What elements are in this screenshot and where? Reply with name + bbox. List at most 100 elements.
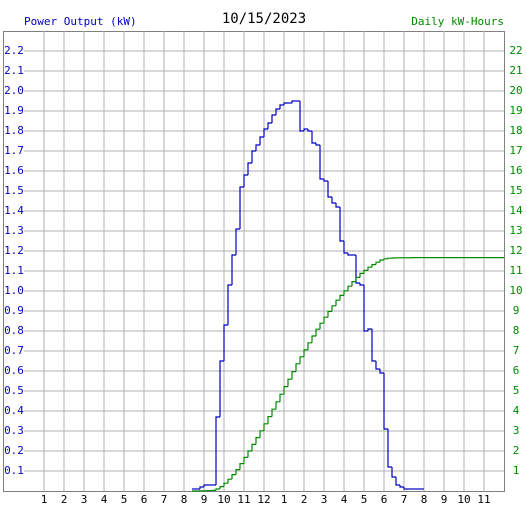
step-segment (315, 328, 320, 336)
y-tick-label: 0.8 (4, 324, 24, 337)
y2-tick-label: 21 (509, 64, 522, 77)
y-tick-label: 0.5 (4, 384, 24, 397)
step-segment (403, 487, 408, 490)
x-tick-label: 9 (201, 493, 208, 506)
y-tick-label: 0.2 (4, 444, 24, 457)
step-segment (251, 150, 256, 163)
y-tick-label: 2.1 (4, 64, 24, 77)
x-tick-label: 3 (81, 493, 88, 506)
step-segment (291, 100, 296, 103)
step-segment (223, 482, 228, 487)
step-segment (347, 253, 352, 256)
y-tick-label: 0.6 (4, 364, 24, 377)
y-tick-label: 0.3 (4, 424, 24, 437)
y-tick-label: 1.2 (4, 244, 24, 257)
x-tick-label: 9 (441, 493, 448, 506)
x-tick-label: 7 (401, 493, 408, 506)
x-tick-label: 6 (141, 493, 148, 506)
step-segment (267, 416, 272, 424)
x-tick-label: 8 (421, 493, 428, 506)
step-segment (319, 145, 324, 180)
x-tick-label: 1 (281, 493, 288, 506)
y-tick-label: 0.4 (4, 404, 24, 417)
plot-frame (3, 31, 505, 492)
y2-tick-label: 1 (513, 464, 520, 477)
x-tick-label: 10 (457, 493, 470, 506)
y2-tick-label: 22 (509, 44, 522, 57)
step-segment (363, 269, 368, 274)
y-tick-label: 1.8 (4, 124, 24, 137)
y-tick-label: 1.9 (4, 104, 24, 117)
x-tick-label: 1 (41, 493, 48, 506)
y-tick-label: 1.4 (4, 204, 24, 217)
y2-tick-label: 5 (513, 384, 520, 397)
step-segment (367, 328, 372, 331)
y-tick-label: 0.1 (4, 464, 24, 477)
y-axis-title: Power Output (kW) (24, 15, 137, 28)
y2-tick-label: 17 (509, 144, 522, 157)
step-segment (355, 276, 360, 282)
step-segment (271, 114, 276, 123)
step-segment (231, 254, 236, 285)
step-segment (395, 477, 400, 486)
step-segment (263, 423, 268, 431)
step-segment (347, 285, 352, 291)
step-segment (339, 207, 344, 242)
step-segment (339, 294, 344, 301)
step-segment (215, 416, 220, 485)
step-segment (279, 393, 284, 402)
step-segment (379, 369, 384, 374)
step-segment (203, 484, 208, 487)
step-segment (383, 258, 388, 260)
y2-tick-label: 16 (509, 164, 522, 177)
step-segment (267, 122, 272, 129)
y2-tick-label: 2 (513, 444, 520, 457)
step-segment (227, 478, 232, 484)
x-tick-label: 12 (257, 493, 270, 506)
step-segment (215, 488, 220, 491)
y2-tick-label: 9 (513, 304, 520, 317)
step-segment (279, 104, 284, 109)
y-tick-label: 1.5 (4, 184, 24, 197)
step-segment (223, 324, 228, 361)
step-segment (299, 356, 304, 364)
step-segment (359, 272, 364, 278)
step-segment (319, 322, 324, 330)
step-segment (343, 241, 348, 254)
step-segment (255, 144, 260, 151)
chart-title: 10/15/2023 (222, 11, 306, 27)
x-tick-label: 11 (477, 493, 490, 506)
y-tick-label: 1.6 (4, 164, 24, 177)
step-segment (343, 290, 348, 296)
step-segment (331, 305, 336, 312)
step-segment (247, 162, 252, 175)
step-segment (335, 203, 340, 208)
step-segment (315, 143, 320, 146)
y2-tick-label: 8 (513, 324, 520, 337)
step-segment (251, 443, 256, 451)
step-segment (219, 486, 224, 489)
step-segment (327, 181, 332, 198)
y2-tick-label: 7 (513, 344, 520, 357)
step-segment (399, 485, 404, 488)
x-tick-label: 8 (181, 493, 188, 506)
step-segment (311, 335, 316, 343)
x-tick-label: 5 (121, 493, 128, 506)
x-tick-label: 10 (217, 493, 230, 506)
step-segment (199, 486, 204, 489)
y2-tick-label: 20 (509, 84, 522, 97)
step-segment (239, 463, 244, 470)
step-segment (303, 349, 308, 357)
y2-tick-label: 11 (509, 264, 522, 277)
step-segment (375, 261, 380, 265)
y2-axis-title: Daily kW-Hours (411, 15, 504, 28)
step-segment (227, 284, 232, 325)
x-tick-label: 2 (61, 493, 68, 506)
step-segment (371, 264, 376, 268)
step-segment (367, 266, 372, 271)
y2-tick-label: 18 (509, 124, 522, 137)
y2-tick-label: 10 (509, 284, 522, 297)
step-segment (219, 360, 224, 417)
step-segment (355, 255, 360, 284)
